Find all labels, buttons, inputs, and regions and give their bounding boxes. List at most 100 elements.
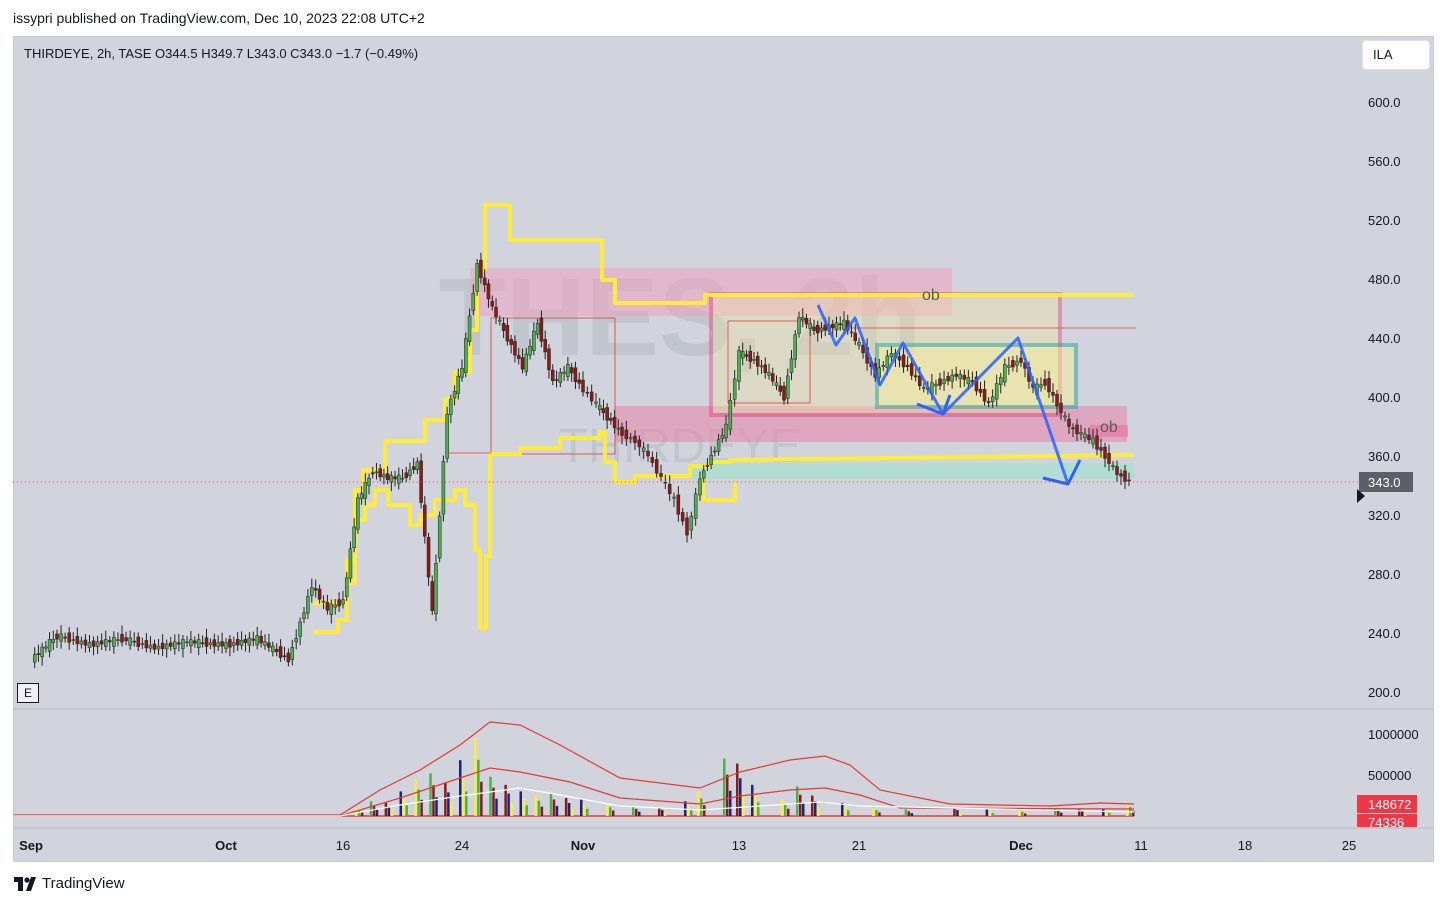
candle-body <box>482 277 487 286</box>
candle-body <box>1079 432 1083 435</box>
time-tick-label: Sep <box>19 838 43 853</box>
volume-bar <box>480 781 483 816</box>
candle-body <box>501 323 506 331</box>
candle-body <box>1071 427 1075 430</box>
price-tick-label: 400.0 <box>1368 390 1401 405</box>
candle-body <box>1019 357 1023 363</box>
candle-body <box>1055 394 1059 407</box>
volume-ma-short <box>13 767 1135 817</box>
volume-axis[interactable]: 1000000 500000 <box>1368 727 1419 783</box>
candle-body <box>934 383 938 387</box>
volume-bar <box>953 807 956 816</box>
small-ob-zone <box>1090 425 1128 437</box>
candle-body <box>994 383 999 400</box>
candle-body <box>922 386 926 389</box>
time-tick-label: 18 <box>1238 838 1252 853</box>
volume-bar <box>549 793 553 816</box>
candle-body <box>1083 433 1087 439</box>
candle-body <box>901 354 906 368</box>
candle-body <box>958 374 962 380</box>
volume-bar <box>537 800 541 816</box>
candle-body <box>1119 473 1123 477</box>
volume-bar <box>635 808 638 816</box>
candle-body <box>539 317 544 342</box>
volume-tick-label: 500000 <box>1368 768 1411 783</box>
candle-body <box>456 375 461 394</box>
time-tick-label: 25 <box>1342 838 1356 853</box>
candle-body <box>224 642 228 649</box>
candle-body <box>909 363 914 376</box>
volume-bar <box>390 810 394 816</box>
time-tick-label: Nov <box>571 838 596 853</box>
candle-body <box>389 475 394 483</box>
candle-body <box>212 639 217 647</box>
candle-body <box>728 400 733 430</box>
candle-body <box>44 646 48 649</box>
candle-body <box>641 447 646 452</box>
volume-bar <box>384 802 388 816</box>
candle-body <box>720 435 725 439</box>
time-axis[interactable]: Sep Oct 16 24 Nov 13 21 Dec 11 18 25 <box>19 838 1356 853</box>
candle-body <box>313 588 318 591</box>
candle-body <box>978 388 983 393</box>
volume-bar <box>447 792 450 816</box>
candle-body <box>838 323 842 326</box>
price-axis[interactable]: 600.0 560.0 520.0 480.0 440.0 400.0 360.0 320.0… <box>1368 95 1401 700</box>
volume-bar <box>878 812 881 816</box>
volume-avg-label: 74336 <box>1368 815 1404 830</box>
candle-body <box>371 472 375 475</box>
volume-bar <box>465 791 468 816</box>
candle-body <box>1043 379 1047 386</box>
candle-body <box>577 379 581 384</box>
candle-body <box>290 647 295 660</box>
candle-body <box>310 587 314 596</box>
candle-body <box>853 332 857 341</box>
volume-bar <box>817 806 820 816</box>
candle-body <box>732 378 737 400</box>
candle-body <box>75 636 80 645</box>
candle-body <box>160 642 165 649</box>
volume-bar <box>684 801 687 816</box>
candle-body <box>232 642 236 646</box>
currency-button[interactable]: ILA <box>1362 40 1430 70</box>
volume-bar <box>510 802 513 816</box>
candle-body <box>724 423 728 439</box>
candle-body <box>99 640 104 645</box>
volume-bar <box>492 787 495 816</box>
chart-frame[interactable] <box>13 36 1434 862</box>
candle-body <box>404 472 408 478</box>
candle-body <box>294 637 298 643</box>
candle-body <box>942 379 946 384</box>
candle-body <box>471 292 476 311</box>
candle-body <box>816 325 820 334</box>
candle-body <box>400 477 405 480</box>
tradingview-brand[interactable]: TradingView <box>14 875 125 892</box>
candle-body <box>79 640 84 645</box>
candle-body <box>140 643 145 645</box>
time-tick-label: 11 <box>1134 838 1148 853</box>
volume-bar <box>432 785 435 816</box>
volume-bar <box>988 811 992 816</box>
candle-body <box>612 416 617 429</box>
candle-body <box>40 646 44 658</box>
candle-body <box>91 640 96 647</box>
candle-body <box>999 377 1003 385</box>
candle-body <box>659 473 663 477</box>
volume-bar <box>632 806 635 816</box>
events-button[interactable]: E <box>17 683 39 703</box>
candle-body <box>243 638 248 643</box>
candle-body <box>1059 402 1063 413</box>
candle-body <box>385 473 390 480</box>
volume-bar <box>1081 811 1084 816</box>
candle-body <box>650 457 655 463</box>
volume-bar <box>507 793 510 816</box>
candle-body <box>748 350 752 362</box>
candle-body <box>573 367 578 382</box>
candle-body <box>689 515 694 531</box>
candle-body <box>918 375 922 386</box>
volume-bar <box>841 802 844 816</box>
candle-body <box>767 372 771 376</box>
candle-body <box>321 600 326 603</box>
candle-body <box>274 648 279 653</box>
